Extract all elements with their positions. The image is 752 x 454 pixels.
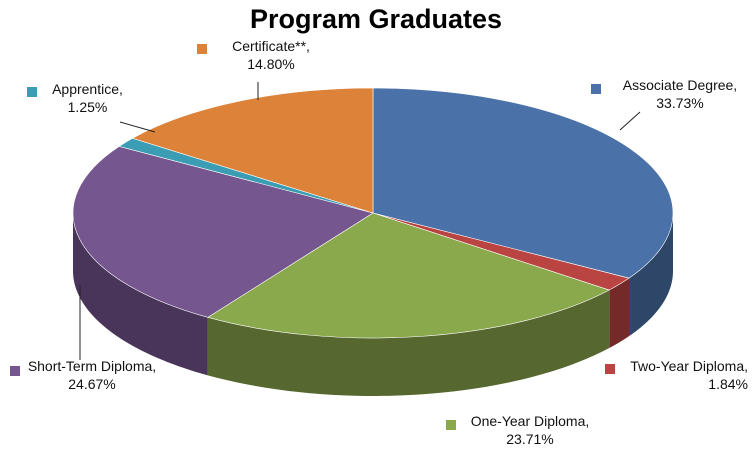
pie — [72, 87, 674, 396]
value-label: 1.25% — [67, 99, 108, 115]
pie-slice — [207, 212, 610, 339]
pie-side — [207, 290, 610, 396]
value-label: 33.73% — [656, 95, 704, 111]
leader-line — [119, 121, 156, 133]
legend-swatch — [446, 420, 456, 430]
legend-swatch — [10, 366, 20, 376]
data-label: One-Year Diploma, 23.71% — [455, 412, 605, 448]
data-label: Apprentice, 1.25% — [40, 80, 135, 116]
category-label: Associate Degree, — [622, 77, 738, 93]
value-label: 24.67% — [68, 376, 116, 392]
data-label: Associate Degree, 33.73% — [605, 76, 752, 112]
legend-swatch — [605, 364, 615, 374]
pie-side — [609, 278, 629, 349]
leader-line — [619, 111, 641, 131]
category-label: One-Year Diploma, — [470, 413, 590, 429]
legend-swatch — [591, 84, 601, 94]
legend-swatch — [197, 44, 207, 54]
data-label: Two-Year Diploma, 1.84% — [618, 357, 748, 393]
category-label: Apprentice, — [52, 81, 123, 97]
value-label: 23.71% — [506, 431, 554, 447]
pie-side — [628, 213, 673, 337]
pie-side — [73, 213, 208, 376]
legend-swatch — [27, 87, 37, 97]
chart-title: Program Graduates — [249, 4, 503, 34]
data-label: Short-Term Diploma, 24.67% — [22, 357, 162, 393]
data-label: Certificate**, 14.80% — [211, 37, 331, 73]
pie-slice — [131, 87, 374, 214]
value-label: 14.80% — [247, 56, 295, 72]
category-label: Two-Year Diploma, — [630, 358, 748, 374]
leader-lines — [79, 82, 641, 360]
category-label: Certificate**, — [232, 38, 310, 54]
value-label: 1.84% — [708, 376, 748, 392]
category-label: Short-Term Diploma, — [27, 358, 157, 374]
pie-slice — [372, 87, 674, 279]
pie-slice — [72, 146, 374, 318]
